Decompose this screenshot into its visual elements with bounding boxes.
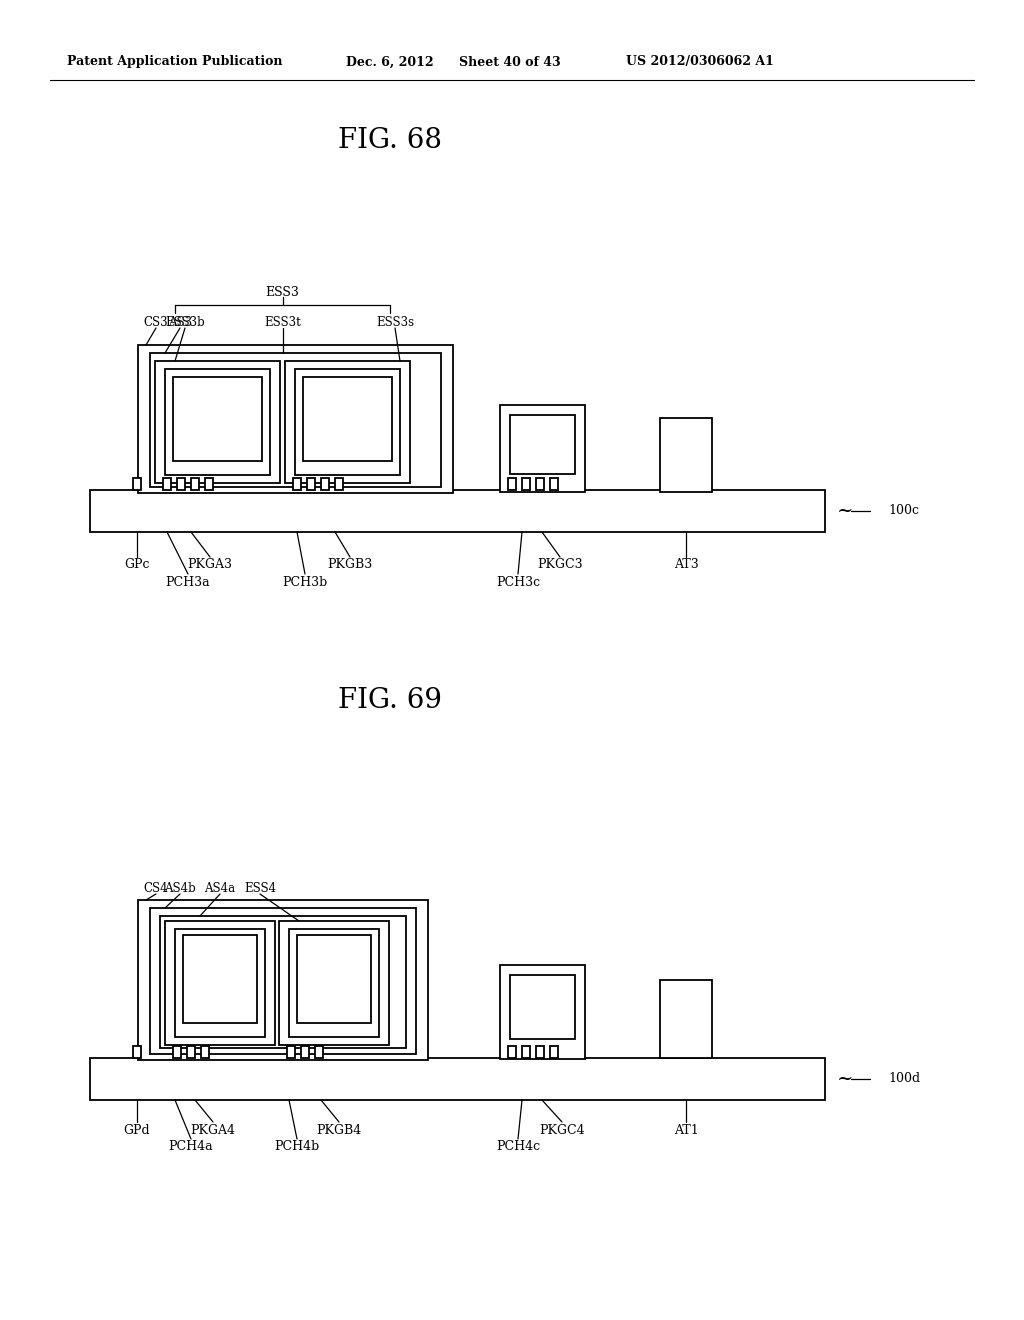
Bar: [536, 478, 544, 490]
Bar: [183, 935, 257, 1023]
Text: GPd: GPd: [124, 1123, 151, 1137]
Bar: [177, 478, 185, 490]
Bar: [205, 478, 213, 490]
Text: PCH4a: PCH4a: [169, 1140, 213, 1154]
Bar: [285, 360, 410, 483]
Text: PCH3c: PCH3c: [496, 576, 540, 589]
Bar: [150, 352, 441, 487]
Bar: [160, 916, 406, 1048]
Bar: [301, 1045, 309, 1059]
Bar: [522, 1045, 530, 1059]
Text: ESS3t: ESS3t: [264, 315, 301, 329]
Bar: [191, 478, 199, 490]
Bar: [660, 418, 712, 492]
Bar: [550, 478, 558, 490]
Bar: [335, 478, 343, 490]
Bar: [315, 1045, 323, 1059]
Text: PCH4b: PCH4b: [274, 1140, 319, 1154]
Text: 100d: 100d: [888, 1072, 921, 1085]
Text: PKGB3: PKGB3: [328, 558, 373, 572]
Bar: [297, 935, 371, 1023]
Text: PKGC4: PKGC4: [540, 1123, 585, 1137]
Bar: [510, 975, 575, 1039]
Bar: [138, 900, 428, 1060]
Text: AS4a: AS4a: [205, 882, 236, 895]
Bar: [500, 965, 585, 1059]
Text: Dec. 6, 2012: Dec. 6, 2012: [346, 55, 434, 69]
Bar: [201, 1045, 209, 1059]
Text: PCH4c: PCH4c: [496, 1140, 540, 1154]
Bar: [321, 478, 329, 490]
Text: CS3: CS3: [143, 315, 168, 329]
Text: ~: ~: [837, 502, 853, 520]
Text: PCH3a: PCH3a: [166, 576, 210, 589]
Text: AT3: AT3: [674, 558, 698, 572]
Bar: [187, 1045, 195, 1059]
Text: FIG. 68: FIG. 68: [338, 127, 442, 153]
Bar: [173, 1045, 181, 1059]
Bar: [293, 478, 301, 490]
Bar: [163, 478, 171, 490]
Text: PKGC3: PKGC3: [538, 558, 583, 572]
Bar: [660, 979, 712, 1059]
Text: ~: ~: [837, 1071, 853, 1088]
Text: ESS4: ESS4: [244, 882, 276, 895]
Bar: [138, 345, 453, 492]
Text: AS4b: AS4b: [164, 882, 196, 895]
Text: PKGB4: PKGB4: [316, 1123, 361, 1137]
Bar: [175, 929, 265, 1038]
Text: US 2012/0306062 A1: US 2012/0306062 A1: [626, 55, 774, 69]
Bar: [500, 405, 585, 492]
Bar: [279, 921, 389, 1045]
Bar: [289, 929, 379, 1038]
Bar: [550, 1045, 558, 1059]
Bar: [133, 1045, 141, 1059]
Bar: [155, 360, 280, 483]
Text: PCH3b: PCH3b: [283, 576, 328, 589]
Bar: [90, 490, 825, 532]
Text: AS3: AS3: [168, 315, 193, 329]
Text: GPc: GPc: [124, 558, 150, 572]
Bar: [173, 378, 262, 461]
Bar: [522, 478, 530, 490]
Text: PKGA3: PKGA3: [187, 558, 232, 572]
Bar: [508, 478, 516, 490]
Bar: [295, 370, 400, 475]
Bar: [536, 1045, 544, 1059]
Text: Patent Application Publication: Patent Application Publication: [68, 55, 283, 69]
Bar: [303, 378, 392, 461]
Bar: [150, 908, 416, 1053]
Text: FIG. 69: FIG. 69: [338, 686, 442, 714]
Bar: [508, 1045, 516, 1059]
Text: CS4: CS4: [143, 882, 168, 895]
Text: ESS3: ESS3: [265, 286, 299, 300]
Bar: [90, 1059, 825, 1100]
Bar: [287, 1045, 295, 1059]
Bar: [133, 478, 141, 490]
Text: ESS3b: ESS3b: [165, 315, 205, 329]
Text: AT1: AT1: [674, 1123, 698, 1137]
Bar: [510, 414, 575, 474]
Bar: [165, 921, 275, 1045]
Bar: [165, 370, 270, 475]
Text: ESS3s: ESS3s: [376, 315, 414, 329]
Text: 100c: 100c: [888, 504, 919, 517]
Text: PKGA4: PKGA4: [190, 1123, 236, 1137]
Text: Sheet 40 of 43: Sheet 40 of 43: [459, 55, 561, 69]
Bar: [307, 478, 315, 490]
